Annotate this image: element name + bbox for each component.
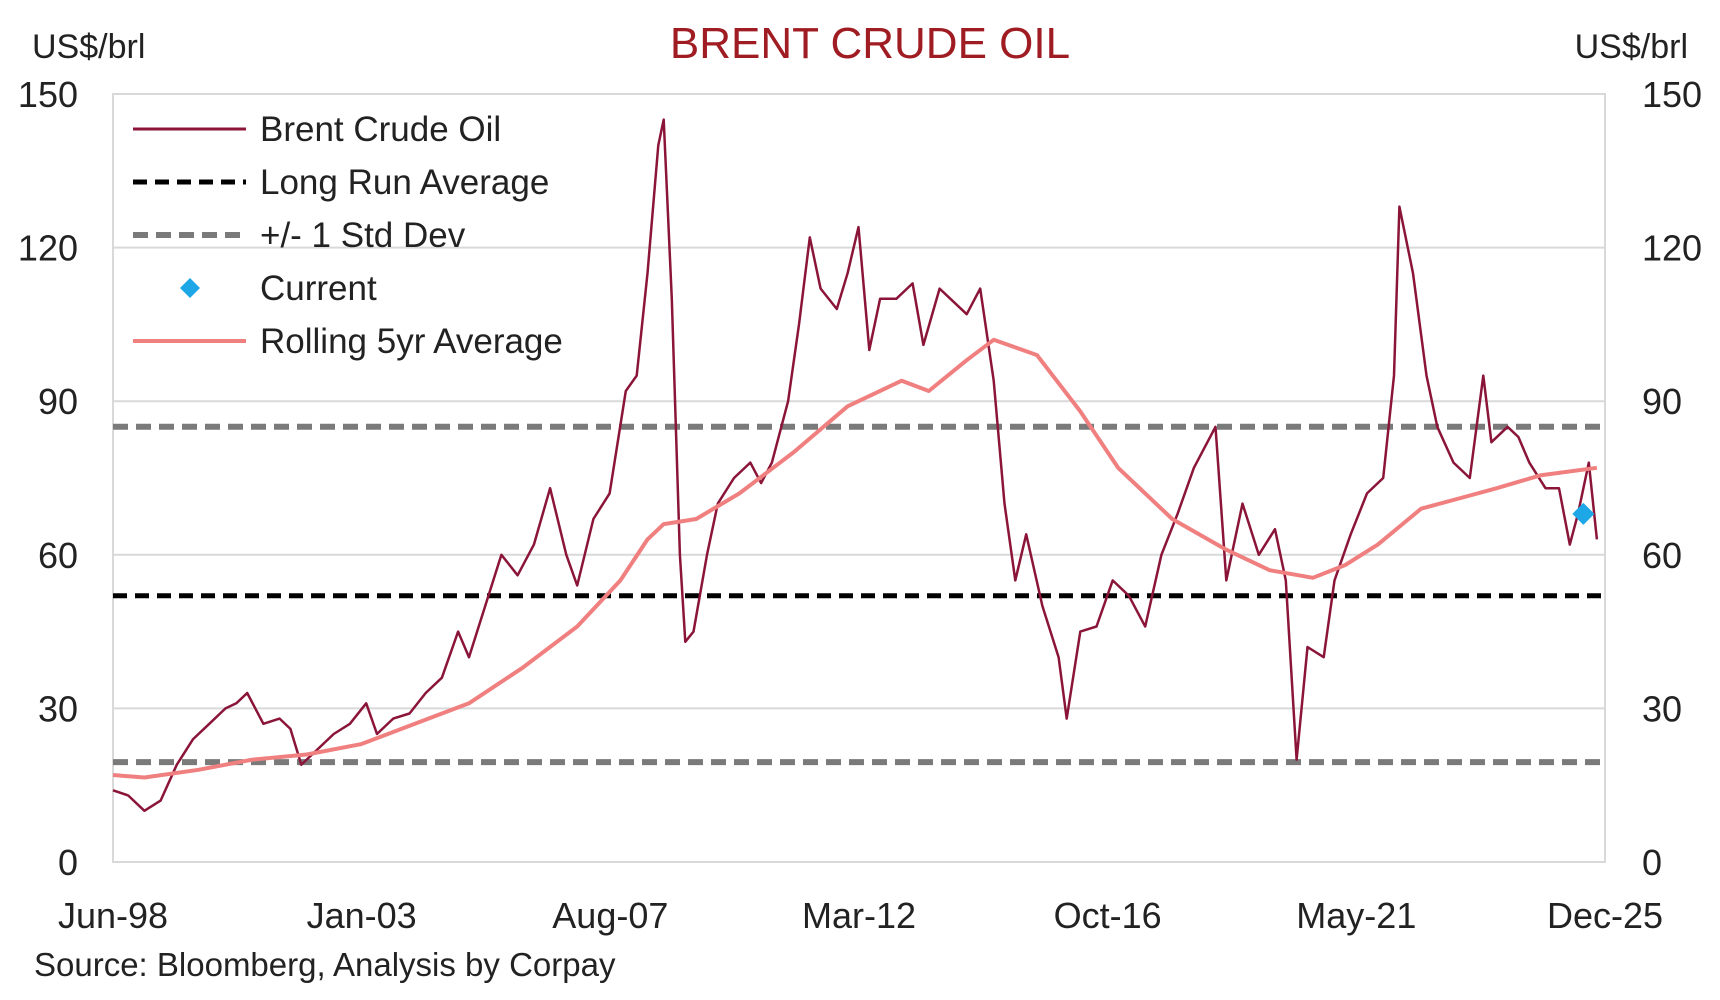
legend-current-label: Current bbox=[260, 269, 377, 308]
x-tick-May-21: May-21 bbox=[1296, 895, 1416, 936]
legend-roll-label: Rolling 5yr Average bbox=[260, 322, 563, 361]
y-tick-left-150: 150 bbox=[18, 74, 78, 115]
y-tick-right-30: 30 bbox=[1642, 688, 1682, 729]
y-ticks-left: 0 30 60 90 120 150 bbox=[18, 74, 78, 883]
y-tick-right-90: 90 bbox=[1642, 381, 1682, 422]
y-axis-label-left: US$/brl bbox=[32, 28, 145, 66]
y-tick-right-60: 60 bbox=[1642, 535, 1682, 576]
y-tick-left-60: 60 bbox=[38, 535, 78, 576]
chart-title: BRENT CRUDE OIL bbox=[670, 19, 1070, 68]
x-tick-Jun-98: Jun-98 bbox=[58, 895, 168, 936]
y-tick-right-150: 150 bbox=[1642, 74, 1702, 115]
legend-current-swatch bbox=[180, 278, 200, 298]
x-tick-Aug-07: Aug-07 bbox=[552, 895, 668, 936]
y-axis-label-right: US$/brl bbox=[1575, 28, 1688, 66]
rolling-5yr-average-line bbox=[112, 337, 1598, 780]
legend-lra-label: Long Run Average bbox=[260, 163, 549, 202]
y-tick-right-0: 0 bbox=[1642, 842, 1662, 883]
current-marker bbox=[1572, 502, 1595, 525]
source-note: Source: Bloomberg, Analysis by Corpay bbox=[34, 946, 616, 983]
y-tick-left-90: 90 bbox=[38, 381, 78, 422]
x-ticks: Jun-98 Jan-03 Aug-07 Mar-12 Oct-16 May-21 Dec-… bbox=[58, 895, 1663, 936]
brent-crude-line bbox=[112, 118, 1599, 813]
x-tick-Dec-25: Dec-25 bbox=[1547, 895, 1663, 936]
x-tick-Jan-03: Jan-03 bbox=[307, 895, 417, 936]
y-tick-left-0: 0 bbox=[58, 842, 78, 883]
legend: Brent Crude Oil Long Run Average +/- 1 Std… bbox=[133, 110, 563, 361]
legend-std-label: +/- 1 Std Dev bbox=[260, 216, 466, 255]
series-layer bbox=[112, 118, 1599, 813]
x-tick-Oct-16: Oct-16 bbox=[1054, 895, 1162, 936]
y-tick-right-120: 120 bbox=[1642, 228, 1702, 269]
reference-lines bbox=[113, 423, 1605, 766]
y-tick-left-120: 120 bbox=[18, 228, 78, 269]
y-ticks-right: 0 30 60 90 120 150 bbox=[1642, 74, 1702, 883]
legend-brent-label: Brent Crude Oil bbox=[260, 110, 501, 149]
x-tick-Mar-12: Mar-12 bbox=[802, 895, 916, 936]
y-tick-left-30: 30 bbox=[38, 688, 78, 729]
